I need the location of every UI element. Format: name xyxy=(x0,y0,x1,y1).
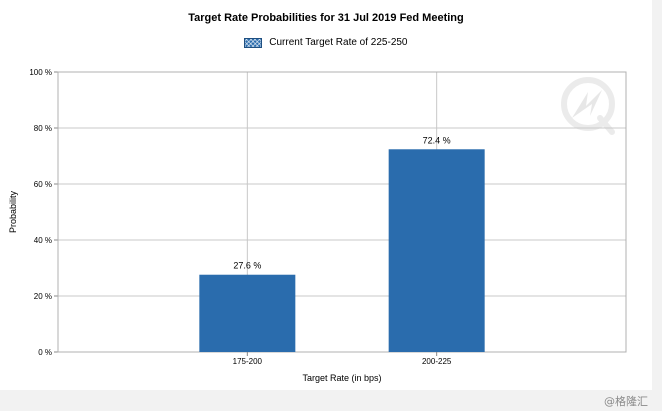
y-axis-title: Probability xyxy=(8,190,18,233)
chart-title: Target Rate Probabilities for 31 Jul 201… xyxy=(188,12,464,24)
logo-watermark-icon xyxy=(561,77,615,135)
bar-175-200 xyxy=(199,274,296,352)
chart-legend: Current Target Rate of 225-250 xyxy=(0,37,652,48)
chart-frame: Target Rate Probabilities for 31 Jul 201… xyxy=(0,0,652,390)
y-tick-label: 80 % xyxy=(34,124,52,133)
bar-value-label: 27.6 % xyxy=(233,261,261,271)
bar-value-label: 72.4 % xyxy=(423,135,451,145)
source-watermark: @格隆汇 xyxy=(604,395,648,408)
y-tick-label: 40 % xyxy=(34,236,52,245)
legend-label: Current Target Rate of 225-250 xyxy=(269,37,408,48)
bar-200-225 xyxy=(388,149,485,352)
x-tick-label: 175-200 xyxy=(233,357,263,366)
plot-area xyxy=(57,71,627,353)
y-tick-label: 100 % xyxy=(29,68,52,77)
legend-swatch xyxy=(244,37,263,48)
x-tick-label: 200-225 xyxy=(422,357,452,366)
x-axis-title: Target Rate (in bps) xyxy=(302,373,381,383)
y-tick-label: 20 % xyxy=(34,292,52,301)
y-tick-label: 0 % xyxy=(38,348,52,357)
y-tick-label: 60 % xyxy=(34,180,52,189)
bar-chart: 0 % 20 % 40 % 60 % 80 % 100 % 27.6 % 175-200 72.… xyxy=(8,68,627,383)
